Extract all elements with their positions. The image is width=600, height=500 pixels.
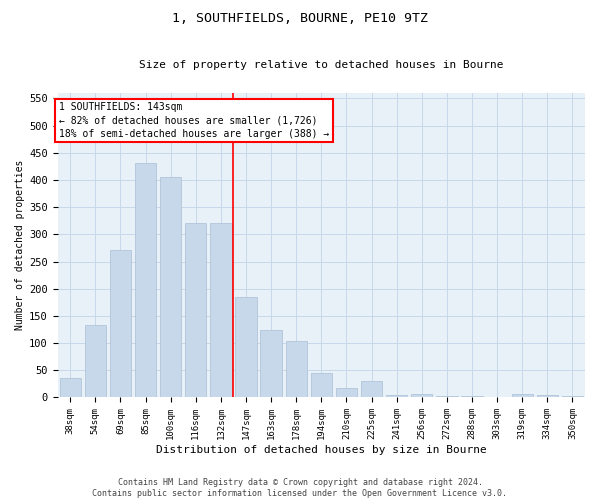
- Bar: [311, 373, 332, 398]
- Bar: [461, 396, 482, 398]
- Bar: [336, 388, 357, 398]
- Bar: [210, 224, 232, 398]
- Text: Contains HM Land Registry data © Crown copyright and database right 2024.
Contai: Contains HM Land Registry data © Crown c…: [92, 478, 508, 498]
- Bar: [411, 394, 433, 398]
- Text: 1 SOUTHFIELDS: 143sqm
← 82% of detached houses are smaller (1,726)
18% of semi-d: 1 SOUTHFIELDS: 143sqm ← 82% of detached …: [59, 102, 329, 139]
- Bar: [160, 176, 181, 398]
- Bar: [185, 224, 206, 398]
- Bar: [361, 381, 382, 398]
- Title: Size of property relative to detached houses in Bourne: Size of property relative to detached ho…: [139, 60, 503, 70]
- Bar: [110, 250, 131, 398]
- Bar: [436, 396, 458, 398]
- Bar: [59, 378, 81, 398]
- Bar: [260, 330, 282, 398]
- Bar: [135, 162, 156, 398]
- Bar: [562, 396, 583, 398]
- Bar: [386, 395, 407, 398]
- Y-axis label: Number of detached properties: Number of detached properties: [15, 160, 25, 330]
- Bar: [512, 394, 533, 398]
- X-axis label: Distribution of detached houses by size in Bourne: Distribution of detached houses by size …: [156, 445, 487, 455]
- Bar: [85, 325, 106, 398]
- Bar: [286, 342, 307, 398]
- Text: 1, SOUTHFIELDS, BOURNE, PE10 9TZ: 1, SOUTHFIELDS, BOURNE, PE10 9TZ: [172, 12, 428, 26]
- Bar: [536, 395, 558, 398]
- Bar: [235, 297, 257, 398]
